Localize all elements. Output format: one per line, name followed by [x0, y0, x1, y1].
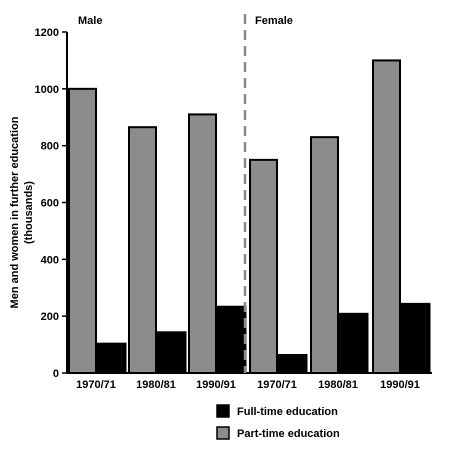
panel-label-female: Female — [255, 15, 293, 27]
legend-swatch-part-time-education — [216, 426, 230, 440]
x-category-label: 1980/81 — [318, 379, 358, 391]
y-axis-label-line: (thousands) — [23, 181, 35, 244]
y-tick-label: 800 — [41, 141, 59, 153]
y-tick-label: 1200 — [35, 27, 59, 39]
y-axis-label: Men and women in further education (thous… — [9, 116, 35, 308]
bar-female-1970-71-full-time — [277, 354, 308, 374]
bar-female-1970-71-part-time — [249, 158, 278, 374]
bar-male-1980-81-full-time — [156, 331, 187, 374]
bar-female-1990-91-part-time — [372, 59, 401, 375]
bar-female-1990-91-full-time — [400, 302, 431, 374]
y-tick-label: 1000 — [35, 84, 59, 96]
bar-male-1990-91-part-time — [188, 113, 217, 375]
bar-male-1970-71-part-time — [68, 87, 97, 374]
bar-male-1980-81-part-time — [128, 126, 157, 374]
y-axis-ticks: 0 200 400 600 800 1000 1200 — [35, 27, 68, 380]
x-category-label: 1980/81 — [136, 379, 176, 391]
y-tick-label: 0 — [53, 368, 59, 380]
y-tick-label: 200 — [41, 311, 59, 323]
x-category-label: 1970/71 — [76, 379, 116, 391]
y-tick-label: 600 — [41, 198, 59, 210]
legend: Full-time education Part-time education — [216, 404, 340, 440]
legend-label-full-time-education: Full-time education — [237, 406, 338, 418]
bar-male-1990-91-full-time — [216, 305, 247, 374]
x-category-label: 1990/91 — [380, 379, 420, 391]
panel-labels: Male Female — [78, 14, 293, 373]
panel-label-male: Male — [78, 15, 102, 27]
x-category-label: 1970/71 — [257, 379, 297, 391]
legend-swatch-full-time-education — [216, 404, 230, 418]
y-tick-label: 400 — [41, 254, 59, 266]
legend-label-part-time-education: Part-time education — [237, 428, 340, 440]
bars — [67, 59, 432, 375]
y-axis-label-line: Men and women in further education — [9, 116, 21, 308]
bar-female-1980-81-full-time — [338, 312, 369, 374]
x-category-label: 1990/91 — [196, 379, 236, 391]
bar-female-1980-81-part-time — [310, 136, 339, 374]
bar-male-1970-71-full-time — [96, 342, 127, 374]
x-axis-categories: 1970/71 1980/81 1990/91 1970/71 1980/81 1990/… — [76, 379, 420, 391]
